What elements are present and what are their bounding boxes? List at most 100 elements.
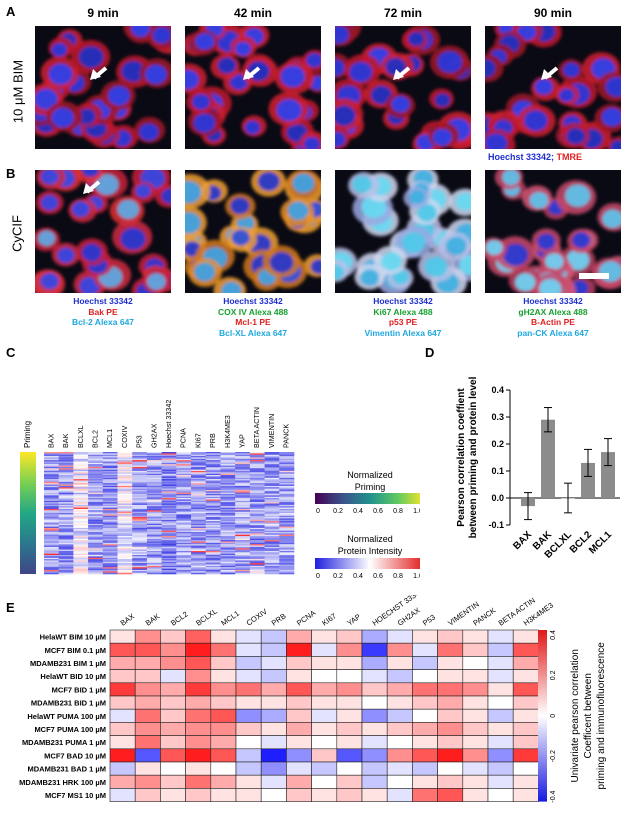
d-y-tick-label: 0.0 xyxy=(491,493,504,503)
e-heat-cell xyxy=(260,629,287,644)
d-y-label: between priming and protein level xyxy=(468,376,479,538)
timepoint-label: 42 min xyxy=(233,6,272,20)
e-heat-cell xyxy=(185,761,212,776)
e-heat-cell xyxy=(462,748,489,763)
e-heat-cell xyxy=(109,682,136,697)
e-heat-cell xyxy=(134,748,161,763)
e-heat-cell xyxy=(437,629,464,644)
e-heat-cell xyxy=(437,722,464,736)
e-column-label: MCL1 xyxy=(219,609,241,628)
e-heat-cell xyxy=(286,748,312,763)
e-heat-cell xyxy=(185,748,212,763)
e-heat-cell xyxy=(512,735,539,750)
e-heat-cell xyxy=(235,761,262,776)
e-colorbar-label: priming and immunofluorescence xyxy=(596,642,607,790)
e-heat-cell xyxy=(386,735,413,750)
e-heat-cell xyxy=(386,669,413,684)
e-heat-cell xyxy=(286,695,312,710)
legend-intensity-title: Protein Intensity xyxy=(338,546,403,556)
e-heat-cell xyxy=(185,708,212,723)
legend-tick: 0.2 xyxy=(333,573,343,580)
e-heat-cell xyxy=(462,708,489,723)
e-heat-cell xyxy=(487,695,514,710)
timepoint-label: 9 min xyxy=(87,6,119,20)
e-heat-cell xyxy=(160,774,186,789)
e-colorbar-tick: 0.2 xyxy=(550,670,557,680)
e-heat-cell xyxy=(512,748,539,763)
e-column-label: BCL2 xyxy=(169,610,190,628)
e-heat-cell xyxy=(260,669,287,684)
e-heat-cell xyxy=(462,629,489,644)
panel-c-heatmap: Priming BAX BAK BCLXL BCL2 MCL1 COXIV P53 GH2AX H… xyxy=(20,400,420,580)
e-heat-cell xyxy=(160,735,186,750)
e-heat-cell xyxy=(512,695,539,710)
e-column-label: BAX xyxy=(119,612,136,628)
e-heat-cell xyxy=(512,722,539,736)
d-y-label: Pearson correlation coeffient xyxy=(456,388,467,527)
e-heat-cell xyxy=(235,642,262,657)
stain-caption: Hoechst 33342 Ki67 Alexa 488 p53 PE Vimenti… xyxy=(335,296,471,338)
stain-line: Mcl-1 PE xyxy=(235,317,271,327)
stain-line: Bcl-XL Alexa 647 xyxy=(218,327,288,338)
e-heat-cell xyxy=(361,682,388,697)
e-heat-cell xyxy=(487,735,514,750)
e-colorbar-label: Coefficent between xyxy=(583,673,594,758)
legend-priming-title: Priming xyxy=(355,482,386,492)
panel-a-row-label: 10 μM BIM xyxy=(10,59,26,124)
e-heat-cell xyxy=(512,669,539,684)
e-heat-cell xyxy=(437,656,464,670)
d-y-tick-label: 0.2 xyxy=(491,439,504,449)
stain-line: Hoechst 33342 xyxy=(373,296,433,306)
e-heat-cell xyxy=(386,774,413,789)
e-heat-cell xyxy=(160,656,186,670)
panel-e-heatmap: HelaWT BIM 10 µM MCF7 BIM 0.1 µM MDAMB231 … xyxy=(19,595,607,803)
heatmap-c-column-label: GH2AX xyxy=(149,423,158,448)
e-heat-cell xyxy=(210,708,237,723)
e-heat-cell xyxy=(185,629,212,644)
e-row-label: MDAMB231 BAD 1 µM xyxy=(28,765,107,774)
e-heat-cell xyxy=(210,722,237,736)
e-row-label: MCF7 BAD 10 µM xyxy=(44,751,106,760)
e-heat-cell xyxy=(185,682,212,697)
panel-e-letter: E xyxy=(6,600,15,615)
e-heat-cell xyxy=(437,735,464,750)
e-heat-cell xyxy=(386,642,413,657)
e-heat-cell xyxy=(109,695,136,710)
d-y-tick-label: 0.4 xyxy=(491,385,504,395)
e-heat-cell xyxy=(386,788,413,802)
stain-line: COX IV Alexa 488 xyxy=(217,306,289,317)
e-row-label: MCF7 PUMA 100 µM xyxy=(34,725,106,734)
e-heat-cell xyxy=(210,788,237,802)
e-heat-cell xyxy=(185,669,212,684)
e-heat-cell xyxy=(286,656,312,670)
e-heat-cell xyxy=(109,722,136,736)
e-heat-cell xyxy=(160,761,186,776)
e-heat-cell xyxy=(134,761,161,776)
legend-tick: 0.4 xyxy=(353,573,363,580)
e-heat-cell xyxy=(336,722,363,736)
stain-line: B-Actin PE xyxy=(531,317,575,327)
e-heat-cell xyxy=(160,788,186,802)
e-heat-cell xyxy=(109,669,136,684)
e-colorbar-tick: -0.4 xyxy=(550,790,557,802)
e-heat-cell xyxy=(210,774,237,789)
e-heat-cell xyxy=(336,682,363,697)
e-heat-cell xyxy=(487,682,514,697)
e-heat-cell xyxy=(235,629,262,644)
e-heat-cell xyxy=(260,708,287,723)
e-heat-cell xyxy=(235,669,262,684)
e-heat-cell xyxy=(311,642,338,657)
d-bar xyxy=(601,452,615,498)
e-heat-cell xyxy=(336,695,363,710)
heatmap-c-column-label: BAK xyxy=(61,433,70,448)
e-heat-cell xyxy=(336,788,363,802)
e-heat-cell xyxy=(134,656,161,670)
e-colorbar-tick: 0.4 xyxy=(550,630,557,640)
e-heat-cell xyxy=(185,656,212,670)
e-heat-cell xyxy=(260,642,287,657)
e-heat-cell xyxy=(235,695,262,710)
e-heat-cell xyxy=(134,629,161,644)
heatmap-c-column-label: MCL1 xyxy=(105,429,114,448)
e-heat-cell xyxy=(311,656,338,670)
stain-line: Hoechst 33342 xyxy=(73,296,133,306)
